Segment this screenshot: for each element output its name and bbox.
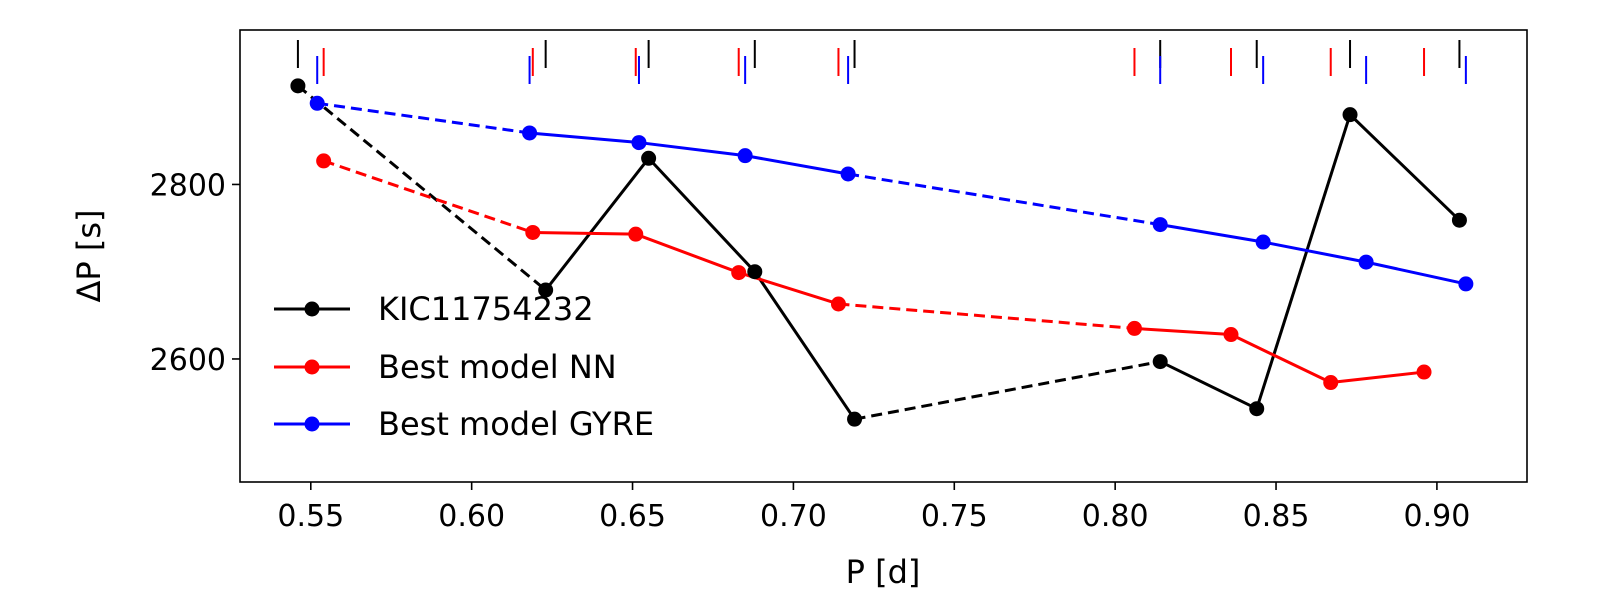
data-point-0 xyxy=(538,282,554,298)
data-point-0 xyxy=(1152,354,1168,370)
series-segment-0 xyxy=(753,270,856,421)
series-segment-0 xyxy=(854,360,1161,421)
x-tick-label: 0.85 xyxy=(1243,499,1310,534)
data-point-1 xyxy=(628,226,644,242)
data-point-2 xyxy=(1152,217,1168,233)
series-segment-1 xyxy=(838,302,1135,330)
series-segment-0 xyxy=(1159,360,1258,411)
x-tick-label: 0.55 xyxy=(277,499,344,534)
series-segment-0 xyxy=(1255,114,1352,410)
series-segment-0 xyxy=(1348,113,1461,222)
data-point-1 xyxy=(1416,364,1432,380)
series-segment-2 xyxy=(638,141,746,158)
series-segment-2 xyxy=(744,154,849,176)
plot-frame xyxy=(239,29,1528,483)
data-point-2 xyxy=(737,148,753,164)
series-segment-2 xyxy=(1365,260,1467,286)
series-segment-2 xyxy=(529,131,640,145)
series-segment-2 xyxy=(1159,223,1264,244)
data-point-1 xyxy=(1323,375,1339,391)
series-segment-1 xyxy=(1330,370,1425,385)
data-point-0 xyxy=(1451,212,1467,228)
series-segment-2 xyxy=(1262,240,1367,264)
data-point-0 xyxy=(747,264,763,280)
series-segment-0 xyxy=(647,157,756,273)
series-points xyxy=(290,78,1474,427)
series-segment-1 xyxy=(1134,326,1232,337)
data-point-1 xyxy=(316,153,332,169)
y-tick-label: 2600 xyxy=(150,343,226,378)
series-segment-1 xyxy=(635,232,740,274)
x-axis-label: P [d] xyxy=(846,553,921,591)
data-point-1 xyxy=(1126,320,1142,336)
x-axis: 0.55 0.60 0.65 0.70 0.75 0.80 0.85 0.90 xyxy=(277,482,1470,534)
x-tick-label: 0.75 xyxy=(921,499,988,534)
x-tick-label: 0.60 xyxy=(438,499,505,534)
series-segment-1 xyxy=(1230,333,1332,384)
legend-label-1: Best model NN xyxy=(378,348,617,386)
data-point-0 xyxy=(1342,107,1358,123)
legend-label-0: KIC11754232 xyxy=(378,290,594,328)
series-segment-2 xyxy=(317,101,530,135)
data-point-2 xyxy=(1458,276,1474,292)
series-segment-0 xyxy=(544,157,650,291)
period-marks xyxy=(296,40,1467,84)
data-point-2 xyxy=(309,95,325,111)
y-axis-label: ΔP [s] xyxy=(70,210,108,303)
data-point-2 xyxy=(1255,234,1271,250)
data-point-2 xyxy=(1358,254,1374,270)
series-segment-1 xyxy=(532,230,636,236)
x-tick-label: 0.80 xyxy=(1082,499,1149,534)
legend-label-2: Best model GYRE xyxy=(378,405,654,443)
data-point-1 xyxy=(525,224,541,240)
series-segment-1 xyxy=(323,159,534,234)
legend-marker-2 xyxy=(304,416,320,432)
y-axis: 2600 2800 xyxy=(150,168,240,378)
legend-marker-1 xyxy=(304,359,320,375)
data-point-1 xyxy=(1223,327,1239,343)
data-point-0 xyxy=(641,150,657,166)
data-point-1 xyxy=(731,265,747,281)
x-tick-label: 0.90 xyxy=(1404,499,1471,534)
legend: KIC11754232 Best model NN Best model GYRE xyxy=(274,290,654,443)
data-point-0 xyxy=(290,78,306,94)
data-point-2 xyxy=(631,135,647,151)
data-point-0 xyxy=(847,411,863,427)
data-point-0 xyxy=(1249,401,1265,417)
series-segment-0 xyxy=(296,84,547,292)
data-point-2 xyxy=(840,166,856,182)
data-point-2 xyxy=(522,125,538,141)
series-segment-2 xyxy=(847,172,1161,227)
y-tick-label: 2800 xyxy=(150,168,226,203)
plot-area xyxy=(240,30,1527,482)
x-tick-label: 0.65 xyxy=(599,499,666,534)
legend-marker-0 xyxy=(304,301,320,317)
x-tick-label: 0.70 xyxy=(760,499,827,534)
data-point-1 xyxy=(830,296,846,312)
series-lines xyxy=(296,84,1467,421)
